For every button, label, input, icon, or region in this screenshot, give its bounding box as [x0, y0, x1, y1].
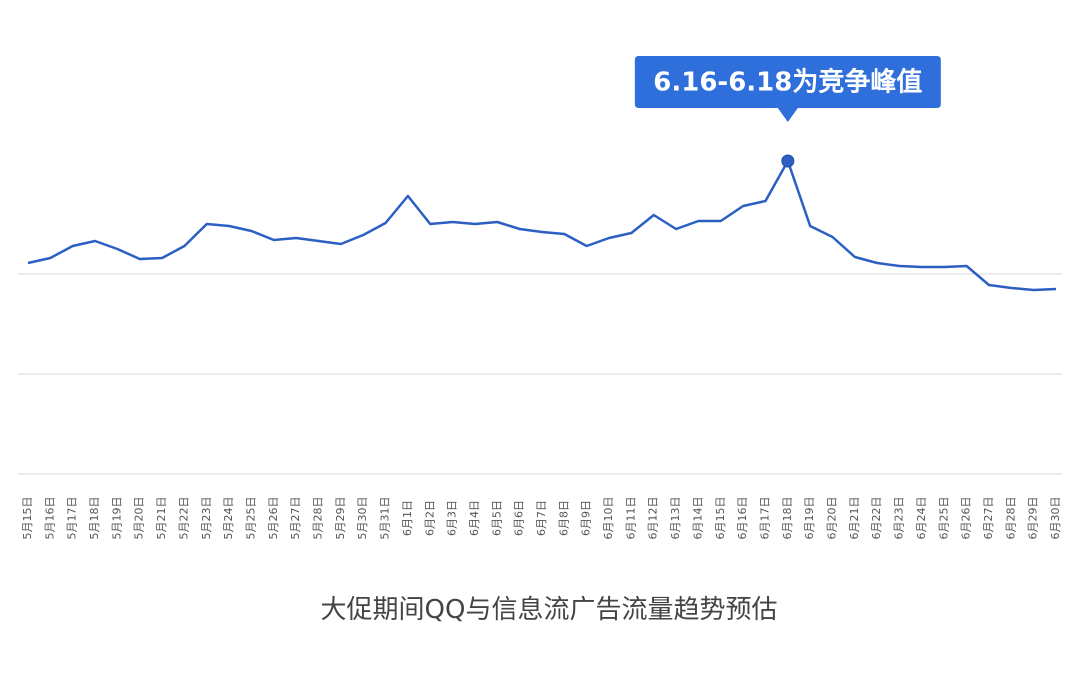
x-tick-label: 5月24日 — [222, 497, 235, 540]
x-tick-label: 6月1日 — [401, 500, 414, 536]
x-tick-label: 6月15日 — [714, 497, 727, 540]
x-tick-label: 6月17日 — [758, 497, 771, 540]
x-tick-label: 6月29日 — [1027, 497, 1040, 540]
x-tick-label: 5月15日 — [21, 497, 34, 540]
x-tick-label: 6月21日 — [848, 497, 861, 540]
x-tick-label: 5月26日 — [267, 497, 280, 540]
x-tick-label: 6月8日 — [557, 500, 570, 536]
x-tick-label: 6月4日 — [468, 500, 481, 536]
x-tick-label: 6月11日 — [624, 497, 637, 540]
x-tick-label: 5月18日 — [88, 497, 101, 540]
x-tick-label: 6月5日 — [490, 500, 503, 536]
x-tick-label: 6月23日 — [893, 497, 906, 540]
x-tick-label: 5月30日 — [356, 497, 369, 540]
x-tick-label: 6月9日 — [580, 500, 593, 536]
x-tick-label: 5月28日 — [312, 497, 325, 540]
x-tick-label: 5月16日 — [43, 497, 56, 540]
chart-title: 大促期间QQ与信息流广告流量趋势预估 — [321, 595, 778, 625]
x-tick-label: 6月22日 — [870, 497, 883, 540]
x-tick-label: 5月22日 — [177, 497, 190, 540]
x-tick-label: 6月14日 — [691, 497, 704, 540]
x-tick-label: 5月29日 — [334, 497, 347, 540]
x-tick-label: 6月6日 — [513, 500, 526, 536]
x-tick-label: 6月16日 — [736, 497, 749, 540]
annotation-box — [634, 56, 941, 122]
x-tick-label: 5月20日 — [133, 497, 146, 540]
annotation-text: 6.16-6.18为竞争峰值 — [653, 67, 922, 98]
x-tick-label: 6月30日 — [1049, 497, 1062, 540]
x-tick-label: 6月3日 — [446, 500, 459, 536]
x-tick-label: 6月10日 — [602, 497, 615, 540]
x-tick-label: 6月18日 — [781, 497, 794, 540]
x-tick-label: 5月27日 — [289, 497, 302, 540]
x-tick-label: 6月19日 — [803, 497, 816, 540]
x-tick-label: 6月7日 — [535, 500, 548, 536]
line — [27, 159, 1057, 292]
x-tick-label: 5月17日 — [66, 497, 79, 540]
x-tick-label: 6月27日 — [982, 497, 995, 540]
x-tick-label: 5月25日 — [244, 497, 257, 540]
x-tick-label: 6月25日 — [937, 497, 950, 540]
x-tick-label: 6月13日 — [669, 497, 682, 540]
x-tick-label: 6月2日 — [423, 500, 436, 536]
x-tick-label: 6月26日 — [960, 497, 973, 540]
x-tick-label: 6月24日 — [915, 497, 928, 540]
x-tick-label: 5月21日 — [155, 497, 168, 540]
x-tick-label: 5月19日 — [110, 497, 123, 540]
annotation: 6.16-6.18为竞争峰值 — [634, 56, 941, 122]
x-tick-label: 5月23日 — [200, 497, 213, 540]
x-tick-label: 6月20日 — [826, 497, 839, 540]
x-tick-label: 6月12日 — [647, 497, 660, 540]
peak-point — [781, 154, 795, 168]
x-tick-label: 6月28日 — [1004, 497, 1017, 540]
x-tick-label: 5月31日 — [379, 497, 392, 540]
